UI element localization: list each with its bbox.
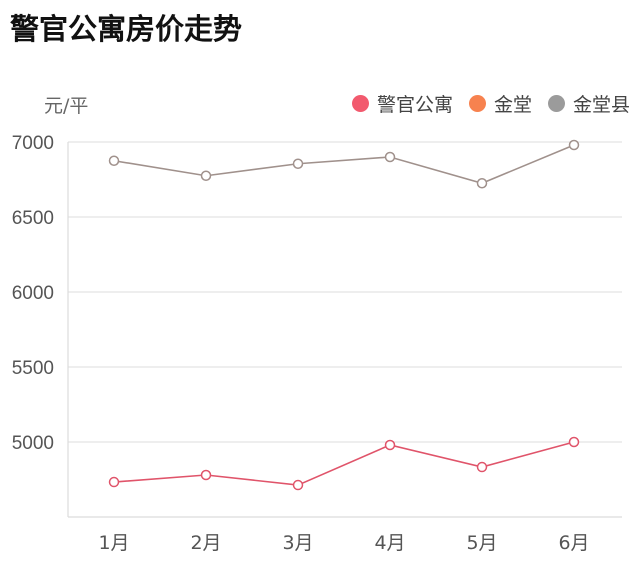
data-point-marker [292,479,304,491]
y-axis-unit-label: 元/平 [44,95,89,117]
data-point-marker [384,151,396,163]
legend-item-jintang-county[interactable]: 金堂县 [547,90,630,117]
data-point-marker [476,178,488,189]
legend-item-jintang[interactable]: 金堂 [468,90,532,117]
legend-item-jingguan[interactable]: 警官公寓 [351,90,453,117]
data-point-marker [292,158,304,169]
x-tick-label: 3月 [282,532,313,554]
data-point-marker [200,170,212,181]
legend-dot-icon [351,95,369,112]
y-tick-label: 5000 [12,433,54,454]
data-point-marker [568,436,580,448]
y-tick-label: 6000 [12,283,54,304]
data-point-marker [200,469,212,481]
legend-label: 金堂县 [572,94,630,116]
y-tick-label: 6500 [12,208,54,229]
data-point-marker [108,155,120,166]
data-point-marker [108,476,120,488]
legend-dot-icon [547,95,565,112]
legend-label: 金堂 [493,94,532,116]
series-line [113,441,575,486]
data-point-marker [568,139,580,151]
x-tick-label: 6月 [558,532,589,554]
chart-legend: 警官公寓 金堂 金堂县 [336,90,630,117]
legend-dot-icon [468,95,486,112]
x-tick-label: 2月 [190,532,221,554]
x-tick-label: 1月 [98,532,129,554]
y-tick-label: 5500 [12,358,54,379]
x-tick-label: 4月 [374,532,405,554]
x-tick-label: 5月 [466,532,497,554]
data-point-marker [476,461,488,473]
y-tick-label: 7000 [12,133,54,154]
legend-label: 警官公寓 [376,94,453,116]
page-title: 警官公寓房价走势 [10,12,243,46]
data-point-marker [384,439,396,451]
series-line [113,144,575,185]
